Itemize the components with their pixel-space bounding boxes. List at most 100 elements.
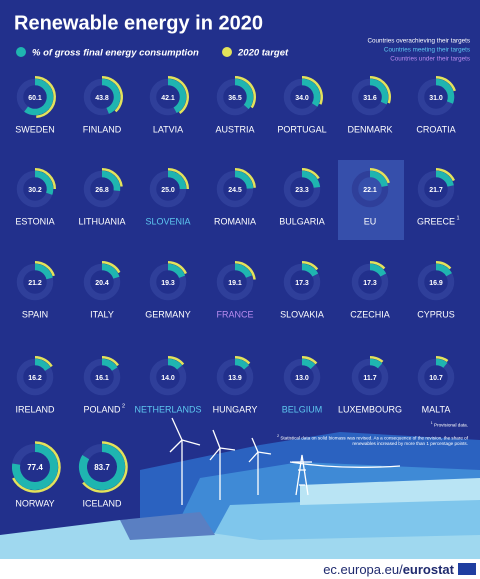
- target-arc: [435, 76, 456, 92]
- target-arc: [34, 76, 56, 118]
- target-arc: [234, 356, 251, 365]
- source-domain: ec.europa.eu/: [323, 562, 403, 577]
- target-arc: [167, 261, 188, 275]
- category-label: BULGARIA: [279, 216, 325, 226]
- value-arc: [34, 358, 51, 372]
- value-arc: [234, 170, 254, 189]
- value-arc: [234, 78, 254, 110]
- status-legend-label: Countries meeting their targets: [384, 47, 470, 54]
- status-legend-label: Countries under their targets: [390, 56, 470, 63]
- category-label: FRANCE: [216, 309, 253, 319]
- category-label: ESTONIA: [15, 216, 54, 226]
- notes: 1 Provisional data. 2 Statistical data on…: [263, 420, 468, 451]
- value-arc: [167, 170, 187, 190]
- value-arc: [12, 444, 58, 490]
- value-arc: [301, 78, 321, 107]
- value-label: 36.5: [228, 95, 242, 102]
- value-arc: [301, 263, 319, 277]
- target-arc: [369, 76, 391, 104]
- target-arc: [12, 441, 61, 493]
- category-label: DENMARK: [347, 124, 392, 134]
- category-label: AUSTRIA: [215, 124, 254, 134]
- category-label: CYPRUS: [417, 309, 455, 319]
- category-label: ITALY: [90, 309, 114, 319]
- category-label: POLAND: [83, 404, 121, 414]
- value-label: 42.1: [161, 95, 175, 102]
- target-arc: [369, 356, 384, 363]
- category-label: SLOVAKIA: [280, 309, 324, 319]
- target-arc: [101, 76, 123, 113]
- category-label: PORTUGAL: [277, 124, 326, 134]
- target-arc: [234, 261, 256, 280]
- category-label: NETHERLANDS: [134, 404, 201, 414]
- target-arc: [369, 168, 390, 184]
- value-label: 19.3: [161, 280, 175, 287]
- target-arc: [435, 261, 452, 270]
- value-arc: [301, 358, 316, 370]
- value-arc: [101, 170, 121, 192]
- note-text: Statistical data on solid biomass was re…: [280, 435, 468, 447]
- target-arc: [34, 168, 56, 190]
- legend-label: 2020 target: [237, 48, 289, 59]
- value-arc: [167, 263, 186, 279]
- value-arc: [435, 78, 455, 104]
- status-legend-label: Countries overachieving their targets: [367, 38, 470, 45]
- value-arc: [369, 263, 387, 277]
- value-arc: [34, 263, 53, 280]
- target-arc: [435, 168, 456, 182]
- category-label: GERMANY: [145, 309, 191, 319]
- target-arc: [167, 76, 189, 114]
- value-arc: [79, 444, 125, 490]
- legend-swatch: [222, 47, 232, 57]
- landscape: [0, 417, 480, 560]
- category-label: BELGIUM: [282, 404, 323, 414]
- value-label: 77.4: [27, 463, 43, 472]
- target-arc: [101, 261, 121, 274]
- note: 2 Statistical data on solid biomass was …: [263, 433, 468, 448]
- value-label: 34.0: [295, 95, 309, 102]
- source: ec.europa.eu/eurostat: [323, 562, 454, 577]
- category-label: LUXEMBOURG: [338, 404, 402, 414]
- value-label: 23.3: [295, 187, 309, 194]
- value-arc: [101, 78, 121, 114]
- value-arc: [24, 78, 54, 116]
- value-label: 83.7: [94, 463, 110, 472]
- category-footnote-mark: 2: [122, 403, 125, 409]
- category-label: ROMANIA: [214, 216, 256, 226]
- value-label: 20.4: [95, 280, 109, 287]
- value-label: 43.8: [95, 95, 109, 102]
- value-label: 11.7: [363, 375, 376, 382]
- value-label: 60.1: [28, 95, 42, 102]
- category-label: ICELAND: [82, 498, 122, 508]
- value-label: 31.0: [429, 95, 443, 102]
- value-arc: [101, 263, 120, 279]
- value-label: 26.8: [95, 187, 109, 194]
- value-label: 25.0: [161, 187, 175, 194]
- value-arc: [369, 358, 383, 369]
- category-label: LITHUANIA: [78, 216, 125, 226]
- note-text: Provisional data.: [434, 422, 468, 428]
- category-label: IRELAND: [15, 404, 55, 414]
- value-label: 13.0: [295, 375, 309, 382]
- value-label: 13.9: [228, 375, 242, 382]
- category-label: CZECHIA: [350, 309, 390, 319]
- category-label: EU: [364, 216, 377, 226]
- chart-title: Renewable energy in 2020: [14, 12, 263, 34]
- value-label: 22.1: [363, 187, 377, 194]
- value-arc: [167, 78, 187, 114]
- target-arc: [34, 261, 55, 277]
- target-arc: [101, 356, 119, 367]
- value-label: 16.2: [28, 375, 42, 382]
- target-arc: [301, 76, 323, 105]
- value-label: 21.2: [28, 280, 42, 287]
- category-label: GREECE: [417, 216, 455, 226]
- category-label: CROATIA: [416, 124, 455, 134]
- value-label: 14.0: [161, 375, 175, 382]
- note-mark: 1: [430, 421, 433, 425]
- value-label: 31.6: [363, 95, 377, 102]
- target-arc: [301, 261, 319, 271]
- legend-label: % of gross final energy consumption: [32, 48, 199, 59]
- category-label: NORWAY: [15, 498, 54, 508]
- target-arc: [234, 76, 256, 109]
